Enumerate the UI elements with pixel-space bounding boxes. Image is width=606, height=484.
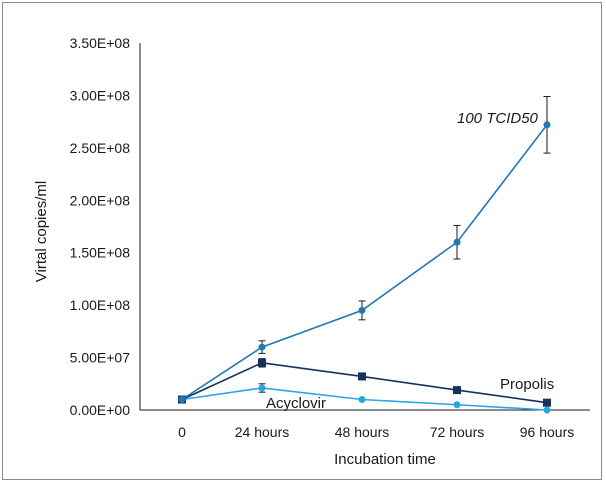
y-tick-labels: 0.00E+00 5.00E+07 1.00E+08 1.50E+08 2.00E+08… [70,35,131,418]
series-label: Acyclovir [266,395,326,412]
x-tick-label: 0 [178,424,186,440]
x-tick-label: 48 hours [335,424,389,440]
x-tick-labels: 0 24 hours 48 hours 72 hours 96 hours [178,424,574,440]
data-point [543,121,551,129]
x-tick-label: 24 hours [235,424,289,440]
series-labels: 100 TCID50 Propolis Acyclovir [266,110,554,412]
x-tick-label: 72 hours [430,424,484,440]
series-label: 100 TCID50 [457,110,539,127]
data-point [453,238,461,246]
x-tick-label: 96 hours [520,424,574,440]
data-point [453,386,461,395]
series-line [181,361,548,404]
chart-frame [2,2,602,480]
data-point [178,396,186,404]
y-tick-label: 3.00E+08 [70,87,131,103]
data-point [358,306,366,314]
data-point [358,372,366,381]
series-label: Propolis [500,376,554,393]
series-line [181,124,548,401]
data-point [543,398,551,407]
y-tick-label: 1.50E+08 [70,245,131,261]
series-layer [178,95,551,414]
data-point [258,358,266,367]
series-100-tcid50 [178,95,551,404]
x-axis-title: Incubation time [334,451,436,468]
data-point [258,384,266,392]
series-acyclovir [178,383,551,414]
data-point [543,406,551,414]
data-point [358,396,366,404]
y-tick-label: 3.50E+08 [70,35,131,51]
data-point [453,401,461,409]
y-tick-label: 2.50E+08 [70,140,131,156]
axes [139,43,590,411]
y-tick-label: 0.00E+00 [70,402,131,418]
y-axis-title: Virtal copies/ml [33,181,50,282]
series-propolis [178,358,551,407]
y-tick-label: 2.00E+08 [70,192,131,208]
data-point [258,343,266,351]
y-tick-label: 5.00E+07 [70,350,131,366]
y-tick-label: 1.00E+08 [70,297,131,313]
